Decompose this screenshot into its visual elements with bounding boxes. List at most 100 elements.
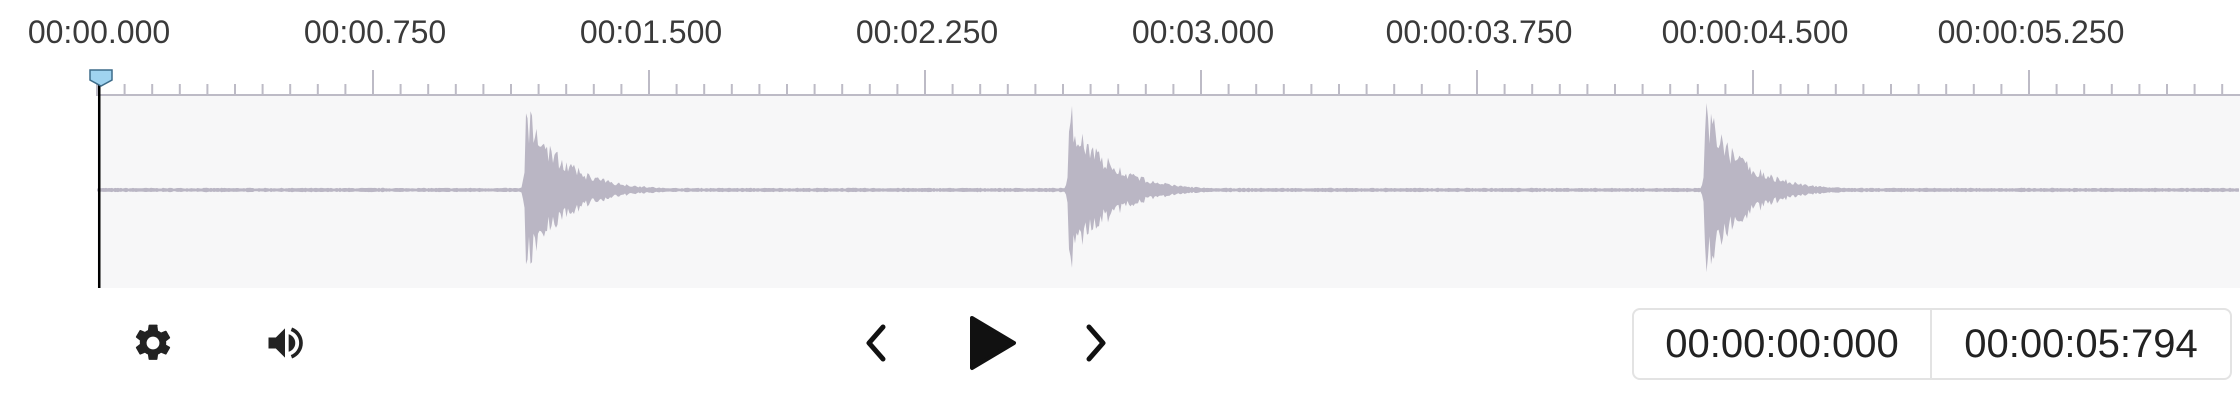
ruler-minor-tick [730, 84, 733, 96]
ruler-minor-tick [813, 84, 816, 96]
ruler-minor-tick [537, 84, 540, 96]
previous-button[interactable] [852, 316, 900, 370]
ruler-minor-tick [1972, 84, 1975, 96]
ruler-minor-tick [399, 84, 402, 96]
ruler-major-tick [372, 70, 374, 96]
ruler-major-tick [1200, 70, 1202, 96]
ruler-minor-tick [1862, 84, 1865, 96]
timeline-label: 00:00:03.750 [1385, 14, 1573, 50]
ruler-minor-tick [703, 84, 706, 96]
gear-icon [135, 324, 171, 360]
current-time-value: 00:00:00:000 [1665, 321, 1899, 366]
ruler-minor-tick [1172, 84, 1175, 96]
ruler-minor-tick [2193, 84, 2196, 96]
playhead-marker-icon [89, 69, 113, 87]
ruler-minor-tick [234, 84, 236, 96]
playhead-line [98, 78, 101, 288]
waveform-path [97, 103, 2239, 273]
speaker-icon [268, 327, 303, 359]
ruler-minor-tick [316, 84, 319, 96]
ruler-minor-tick [1282, 84, 1285, 96]
ruler-minor-tick [1117, 84, 1120, 96]
ruler-minor-tick [1586, 84, 1589, 96]
ruler-minor-tick [1834, 84, 1837, 96]
ruler-minor-tick [979, 84, 982, 96]
ruler-minor-tick [1089, 84, 1092, 96]
ruler-major-tick [648, 70, 650, 96]
play-button[interactable] [956, 312, 1026, 374]
ruler-minor-tick [178, 84, 181, 96]
ruler-minor-tick [1144, 84, 1147, 96]
ruler-minor-tick [1890, 84, 1892, 96]
timeline-label: 00:00:05.250 [1937, 14, 2125, 50]
ruler-minor-tick [841, 84, 844, 96]
timeline-label: 00:00.000 [27, 14, 171, 50]
ruler-minor-tick [289, 84, 292, 96]
ruler-minor-tick [1641, 84, 1644, 96]
ruler-minor-tick [1807, 84, 1810, 96]
chevron-left-icon [866, 324, 886, 362]
waveform-graphic [97, 103, 2239, 273]
next-button[interactable] [1072, 316, 1120, 370]
ruler-minor-tick [1917, 84, 1920, 96]
chevron-right-icon [1086, 324, 1106, 362]
ruler-minor-tick [868, 84, 871, 96]
ruler-baseline [97, 94, 2240, 97]
ruler-minor-tick [1531, 84, 1534, 96]
total-duration-display[interactable]: 00:00:05:794 [1930, 308, 2232, 380]
ruler-minor-tick [2138, 84, 2141, 96]
ruler-minor-tick [2221, 84, 2224, 96]
timeline-label: 00:00.750 [303, 14, 447, 50]
ruler-minor-tick [344, 84, 347, 96]
ruler-minor-tick [1696, 84, 1699, 96]
ruler-minor-tick [951, 84, 954, 96]
volume-button[interactable] [260, 318, 310, 368]
settings-button[interactable] [128, 318, 178, 368]
current-time-display[interactable]: 00:00:00:000 [1632, 308, 1932, 380]
ruler-minor-tick [1779, 84, 1782, 96]
ruler-minor-tick [1448, 84, 1451, 96]
ruler-minor-tick [1365, 84, 1368, 96]
ruler-minor-tick [454, 84, 457, 96]
ruler-major-tick [1476, 70, 1478, 96]
ruler-minor-tick [620, 84, 623, 96]
ruler-minor-tick [786, 84, 788, 96]
ruler-minor-tick [1420, 84, 1423, 96]
ruler-major-tick [1752, 70, 1754, 96]
ruler-major-tick [924, 70, 926, 96]
ruler-minor-tick [1503, 84, 1506, 96]
ruler-minor-tick [151, 84, 154, 96]
ruler-minor-tick [1558, 84, 1561, 96]
ruler-minor-tick [2083, 84, 2086, 96]
ruler-minor-tick [1338, 84, 1340, 96]
ruler-minor-tick [1255, 84, 1258, 96]
ruler-minor-tick [675, 84, 678, 96]
ruler-minor-tick [2110, 84, 2113, 96]
play-icon [970, 316, 1016, 370]
ruler-minor-tick [1062, 84, 1064, 96]
ruler-minor-tick [1034, 84, 1037, 96]
timeline-label: 00:03.000 [1131, 14, 1275, 50]
timeline-ruler[interactable] [0, 66, 2240, 98]
timeline-label: 00:01.500 [579, 14, 723, 50]
ruler-major-tick [2028, 70, 2030, 96]
timeline-labels: 00:00.000 00:00.750 00:01.500 00:02.250 … [0, 14, 2240, 58]
ruler-ticks [96, 70, 2240, 97]
ruler-minor-tick [758, 84, 761, 96]
ruler-minor-tick [2000, 84, 2003, 96]
ruler-minor-tick [1724, 84, 1727, 96]
ruler-minor-tick [1669, 84, 1672, 96]
ruler-minor-tick [896, 84, 899, 96]
ruler-minor-tick [427, 84, 430, 96]
ruler-minor-tick [1006, 84, 1009, 96]
ruler-minor-tick [123, 84, 126, 96]
audio-waveform[interactable] [97, 96, 2240, 288]
ruler-minor-tick [206, 84, 209, 96]
playhead[interactable] [86, 66, 116, 288]
timeline-label: 00:02.250 [855, 14, 999, 50]
ruler-minor-tick [592, 84, 595, 96]
ruler-minor-tick [510, 84, 512, 96]
ruler-minor-tick [482, 84, 485, 96]
ruler-minor-tick [1393, 84, 1396, 96]
ruler-minor-tick [2166, 84, 2168, 96]
